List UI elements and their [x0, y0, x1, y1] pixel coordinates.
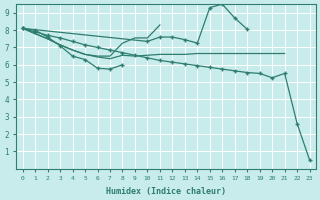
X-axis label: Humidex (Indice chaleur): Humidex (Indice chaleur) — [106, 187, 226, 196]
